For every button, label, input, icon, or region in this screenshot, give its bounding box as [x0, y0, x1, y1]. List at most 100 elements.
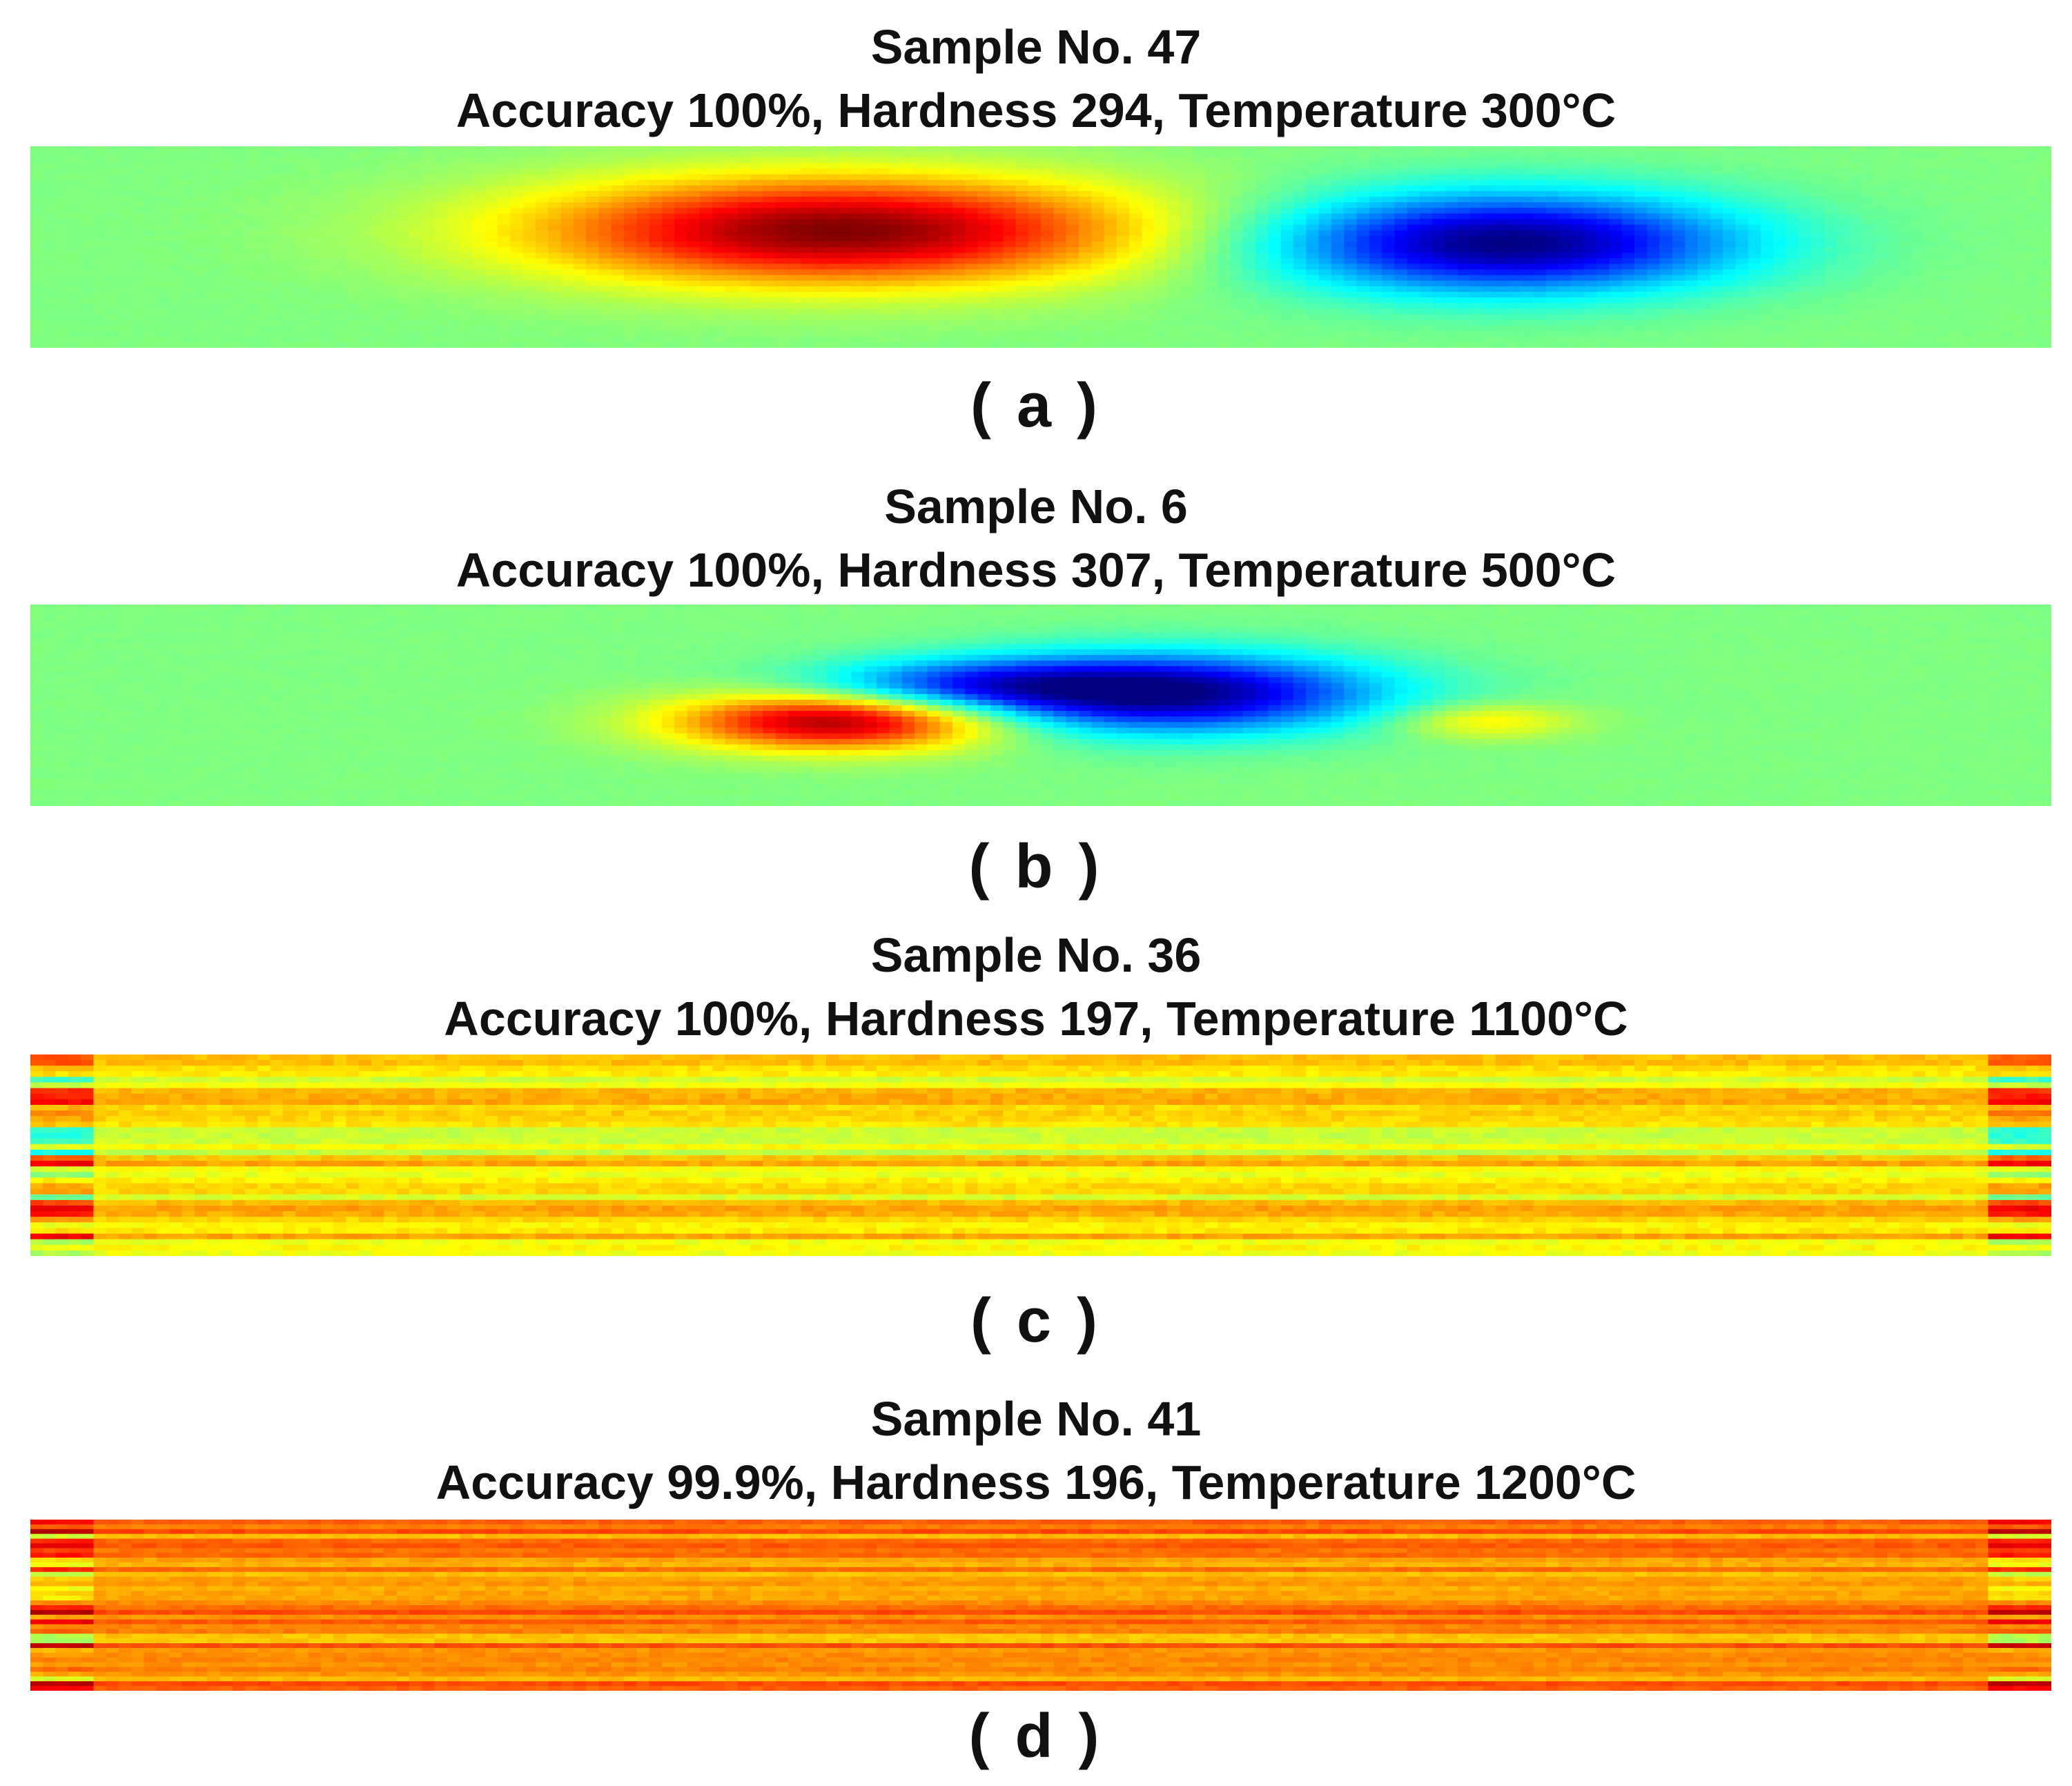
- heatmap-cell: [1508, 253, 1521, 259]
- heatmap-cell: [498, 303, 511, 309]
- heatmap-cell: [1192, 213, 1206, 220]
- heatmap-cell: [1723, 208, 1737, 214]
- heatmap-cell: [915, 258, 928, 264]
- heatmap-cell: [1382, 174, 1395, 181]
- heatmap-cell: [839, 197, 852, 203]
- heatmap-cell: [1773, 179, 1787, 186]
- heatmap-cell: [536, 230, 549, 237]
- heatmap-cell: [219, 303, 233, 309]
- heatmap-cell: [662, 253, 675, 259]
- heatmap-cell: [295, 286, 309, 293]
- heatmap-cell: [1003, 146, 1016, 153]
- heatmap-cell: [1546, 197, 1559, 203]
- heatmap-cell: [548, 291, 562, 298]
- heatmap-cell: [1735, 208, 1749, 214]
- heatmap-cell: [1192, 269, 1206, 276]
- heatmap-cell: [1041, 286, 1054, 293]
- heatmap-cell: [43, 157, 57, 164]
- heatmap-cell: [1596, 179, 1610, 186]
- heatmap-cell: [1659, 297, 1673, 304]
- heatmap-cell: [81, 258, 95, 264]
- heatmap-cell: [1786, 202, 1799, 208]
- heatmap-cell: [1293, 291, 1307, 298]
- heatmap-cell: [624, 258, 637, 264]
- heatmap-cell: [1382, 303, 1395, 309]
- heatmap-cell: [598, 208, 612, 214]
- heatmap-cell: [839, 208, 852, 214]
- heatmap-cell: [1659, 202, 1673, 208]
- heatmap-cell: [55, 146, 69, 153]
- heatmap-cell: [308, 174, 322, 181]
- heatmap-cell: [1558, 146, 1572, 153]
- heatmap-cell: [1242, 163, 1256, 170]
- heatmap-cell: [1836, 152, 1850, 158]
- heatmap-cell: [119, 163, 132, 170]
- heatmap-cell: [990, 297, 1004, 304]
- heatmap-cell: [1685, 297, 1699, 304]
- heatmap-cell: [1697, 152, 1711, 158]
- heatmap-cell: [1142, 179, 1155, 186]
- heatmap-cell: [1937, 253, 1951, 259]
- heatmap-cell: [851, 297, 865, 304]
- heatmap-cell: [1180, 308, 1193, 315]
- heatmap-cell: [1116, 286, 1130, 293]
- heatmap-cell: [788, 314, 801, 321]
- heatmap-cell: [1204, 286, 1218, 293]
- heatmap-cell: [396, 213, 410, 220]
- heatmap-cell: [472, 314, 486, 321]
- heatmap-cell: [1583, 275, 1597, 282]
- heatmap-cell: [2013, 197, 2026, 203]
- heatmap-cell: [1937, 190, 1951, 197]
- heatmap-cell: [825, 208, 839, 214]
- heatmap-cell: [2026, 235, 2040, 242]
- heatmap-cell: [712, 247, 726, 253]
- heatmap-cell: [674, 247, 688, 253]
- heatmap-cell: [1369, 235, 1382, 242]
- heatmap-cell: [1710, 253, 1723, 259]
- heatmap-cell: [93, 286, 107, 293]
- heatmap-cell: [68, 174, 81, 181]
- heatmap-cell: [207, 264, 221, 271]
- heatmap-cell: [1887, 197, 1900, 203]
- heatmap-cell: [1786, 253, 1799, 259]
- heatmap-cell: [813, 308, 827, 315]
- heatmap-cell: [1432, 258, 1446, 264]
- heatmap-cell: [763, 174, 776, 181]
- heatmap-cell: [1912, 230, 1926, 237]
- heatmap-cell: [219, 219, 233, 226]
- heatmap-cell: [283, 308, 296, 315]
- heatmap-cell: [1685, 241, 1699, 248]
- heatmap-cell: [270, 297, 284, 304]
- heatmap-cell: [232, 202, 246, 208]
- heatmap-cell: [1066, 168, 1079, 175]
- heatmap-cell: [1192, 174, 1206, 181]
- heatmap-cell: [2026, 185, 2040, 192]
- heatmap-cell: [207, 174, 221, 181]
- heatmap-cell: [1533, 190, 1547, 197]
- heatmap-cell: [1583, 280, 1597, 287]
- heatmap-cell: [1887, 219, 1900, 226]
- heatmap-cell: [447, 286, 460, 293]
- heatmap-cell: [839, 202, 852, 208]
- heatmap-cell: [1331, 152, 1345, 158]
- heatmap-cell: [1849, 185, 1863, 192]
- heatmap-cell: [1457, 308, 1471, 315]
- heatmap-cell: [510, 291, 524, 298]
- heatmap-cell: [106, 219, 119, 226]
- heatmap-cell: [1318, 241, 1332, 248]
- heatmap-cell: [1621, 303, 1635, 309]
- heatmap-cell: [573, 286, 587, 293]
- heatmap-cell: [687, 190, 701, 197]
- heatmap-cell: [750, 152, 763, 158]
- heatmap-cell: [965, 230, 979, 237]
- heatmap-cell: [1369, 264, 1382, 271]
- heatmap-cell: [901, 174, 915, 181]
- heatmap-cell: [1521, 157, 1534, 164]
- heatmap-cell: [1533, 291, 1547, 298]
- heatmap-cell: [1015, 179, 1029, 186]
- heatmap-cell: [295, 297, 309, 304]
- heatmap-cell: [1053, 247, 1067, 253]
- heatmap-cell: [55, 247, 69, 253]
- heatmap-cell: [522, 291, 536, 298]
- heatmap-cell: [877, 275, 890, 282]
